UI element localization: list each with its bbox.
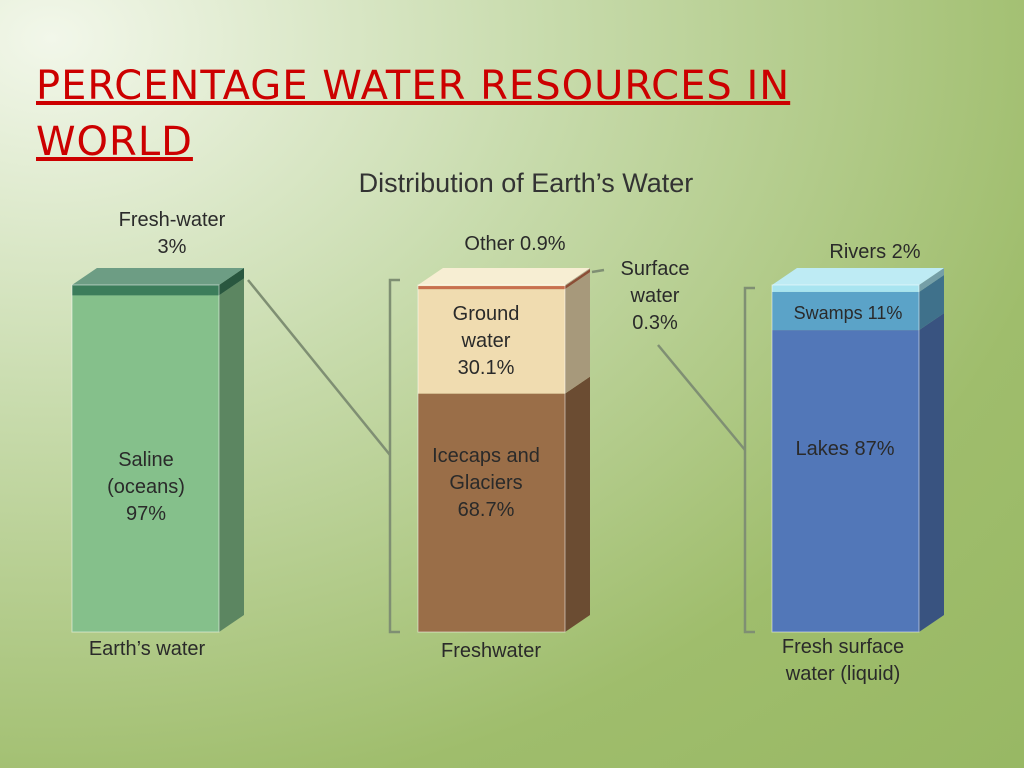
bar-side <box>219 268 244 296</box>
segment-name: Other <box>464 233 515 255</box>
segment-label: Rivers 2% <box>805 239 945 266</box>
bar-side-shade <box>219 268 244 296</box>
bar-top <box>72 268 244 285</box>
bar-segment <box>418 286 565 290</box>
segment-value: 0.9% <box>520 233 566 255</box>
segment-name: Swamps <box>793 303 863 323</box>
segment-value: 0.3% <box>632 312 678 334</box>
segment-value: 97% <box>125 503 167 525</box>
segment-value: 2% <box>891 241 921 263</box>
segment-label: Icecaps and Glaciers 68.7% <box>431 443 541 524</box>
bar-side <box>565 376 590 632</box>
bar-side <box>219 278 244 632</box>
bar-side-shade <box>919 274 944 331</box>
segment-name: Ground water <box>452 303 520 352</box>
bar-segment <box>72 285 219 296</box>
segment-value: 68.7% <box>457 499 515 521</box>
bar-segment <box>72 295 219 632</box>
bar-top <box>772 268 944 285</box>
bar-side-shade <box>565 376 590 632</box>
x-label: Fresh surface water (liquid) <box>781 636 905 685</box>
segment-name: Icecaps and Glaciers <box>432 445 540 494</box>
bar-segment <box>418 393 565 632</box>
chart-title: Distribution of Earth’s Water <box>358 168 694 198</box>
segment-value: 30.1% <box>457 357 515 379</box>
bar-segment <box>772 285 919 292</box>
segment-label: Other 0.9% <box>430 231 600 258</box>
bar-top-light <box>72 268 244 285</box>
bar-segment <box>418 289 565 394</box>
bar-outline <box>71 284 220 633</box>
bar-side-shade <box>565 272 590 394</box>
bar-side-shade <box>565 268 590 287</box>
bar-side <box>565 272 590 394</box>
bar-side <box>565 268 590 287</box>
bar-segment <box>772 291 919 331</box>
bar-side-shade <box>919 313 944 632</box>
bar-side-shade <box>219 278 244 632</box>
bar-side <box>919 313 944 632</box>
bar-outline <box>771 284 920 633</box>
bar-side <box>565 269 590 290</box>
segment-value: 87% <box>854 438 895 460</box>
bar-outline <box>417 284 566 633</box>
bar-side <box>919 268 944 292</box>
slide-title: PERCENTAGE WATER RESOURCES IN WORLD <box>36 63 791 165</box>
segment-label: Fresh-water 3% <box>112 207 232 261</box>
x-label: Freshwater <box>440 640 542 662</box>
segment-name: Saline (oceans) <box>107 449 185 498</box>
segment-name: Fresh-water <box>118 209 226 231</box>
bar-top-light <box>418 268 590 285</box>
bar-segment <box>772 330 919 632</box>
segment-value: 3% <box>157 236 187 258</box>
segment-label: Lakes 87% <box>795 436 895 463</box>
segment-value: 11% <box>867 303 903 323</box>
bar-segment <box>418 285 565 287</box>
segment-name: Rivers <box>829 241 887 263</box>
bar-top <box>418 268 590 285</box>
segment-label: Saline (oceans) 97% <box>91 447 201 528</box>
bar-side-shade <box>565 269 590 290</box>
segment-label: Swamps 11% <box>768 300 928 327</box>
connectors <box>247 268 755 634</box>
bar-side <box>919 274 944 331</box>
bar-top-light <box>772 268 944 285</box>
segment-name: Lakes <box>795 438 849 460</box>
segment-name: Surface water <box>620 258 690 307</box>
segment-label: Surface water 0.3% <box>605 256 705 337</box>
bar-side-shade <box>919 268 944 292</box>
x-label: Earth’s water <box>88 638 206 660</box>
segment-label: Ground water 30.1% <box>436 301 536 382</box>
